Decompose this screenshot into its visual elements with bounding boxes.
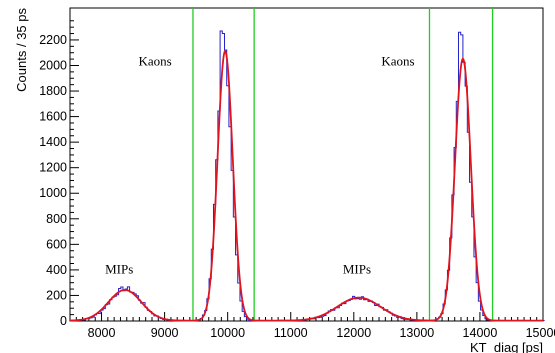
y-tick-label: 0 <box>60 314 67 328</box>
y-tick-label: 2000 <box>39 58 67 72</box>
annotation-label: Kaons <box>381 53 414 68</box>
y-tick-label: 1000 <box>39 186 67 200</box>
x-axis-title: KT_diag [ps] <box>470 340 543 353</box>
x-tick-label: 11000 <box>274 326 308 340</box>
y-tick-label: 1200 <box>39 161 67 175</box>
plot-frame <box>69 7 544 322</box>
plot-area: 0 200 400 600 800 1000 1200 1400 1600 1800 2000 220… <box>14 7 555 353</box>
y-tick-label: 400 <box>46 263 67 277</box>
y-axis-title: Counts / 35 ps <box>14 8 29 92</box>
y-tick-label: 800 <box>46 212 67 226</box>
y-tick-label: 1400 <box>39 135 67 149</box>
x-tick-label: 13000 <box>399 326 434 340</box>
fit-curve <box>69 49 543 322</box>
x-tick-label: 12000 <box>336 326 371 340</box>
y-tick-label: 1600 <box>39 110 67 124</box>
histogram-series <box>70 30 545 322</box>
y-tick-label: 1800 <box>39 84 67 98</box>
annotation-label: MIPs <box>343 262 371 277</box>
x-tick-label: 15000 <box>526 326 555 340</box>
x-tick-label: 8000 <box>88 326 116 340</box>
x-tick-label: 9000 <box>151 326 179 340</box>
y-tick-label: 200 <box>46 288 67 302</box>
annotation-label: MIPs <box>105 262 133 277</box>
y-tick-label: 600 <box>46 237 67 251</box>
annotation-label: Kaons <box>139 53 172 68</box>
x-tick-label: 14000 <box>463 326 498 340</box>
x-tick-label: 10000 <box>210 326 245 340</box>
y-tick-label: 2200 <box>39 33 67 47</box>
